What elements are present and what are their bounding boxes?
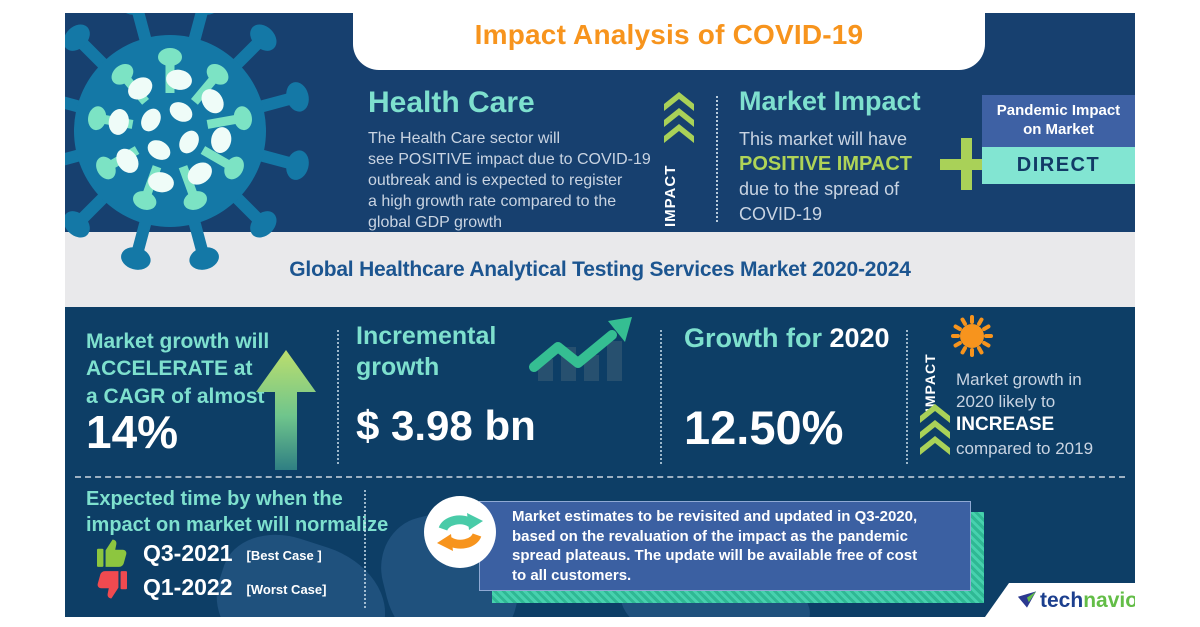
best-case-label: [Best Case ] xyxy=(246,547,322,563)
chevrons-up-icon xyxy=(664,92,694,143)
logo-wedge: technavio ™ xyxy=(985,583,1135,617)
outlook-impact-label: IMPACT xyxy=(922,353,938,412)
growth-2020-value: 12.50% xyxy=(684,401,844,454)
market-title: Global Healthcare Analytical Testing Ser… xyxy=(289,257,911,281)
market-impact-line3: COVID-19 xyxy=(739,203,823,224)
growth-2020-lead: Growth for xyxy=(684,323,822,353)
market-impact-block: Market Impact This market will have POSI… xyxy=(739,86,939,226)
impact-label: IMPACT xyxy=(662,164,679,228)
worst-case-row: Q1-2022 [Worst Case] xyxy=(95,570,326,605)
sector-block: Health Care The Health Care sector will … xyxy=(368,86,663,234)
sector-body: The Health Care sector will see POSITIVE… xyxy=(368,130,651,232)
logo-part1: tech xyxy=(1040,588,1084,612)
header-dotted-divider xyxy=(716,96,718,222)
incremental-value: $ 3.98 bn xyxy=(356,402,536,449)
outlook-text: Market growth in 2020 likely to INCREASE… xyxy=(956,369,1134,460)
badge-title: Pandemic Impact on Market xyxy=(982,95,1135,147)
outlook-line3: compared to 2019 xyxy=(956,438,1094,458)
stats-panel: Market growth will ACCELERATE at a CAGR … xyxy=(65,307,1135,617)
outlook-line2: 2020 likely to xyxy=(956,392,1056,412)
logo-part2: navio xyxy=(1083,588,1139,612)
badge-value: DIRECT xyxy=(982,146,1135,184)
logo-trademark: ™ xyxy=(1141,588,1150,598)
pandemic-impact-badge: Pandemic Impact on Market DIRECT xyxy=(982,95,1135,184)
sector-heading: Health Care xyxy=(368,86,535,119)
outlook-line1: Market growth in xyxy=(956,370,1082,389)
worst-case-label: [Worst Case] xyxy=(246,582,327,597)
market-impact-heading: Market Impact xyxy=(739,86,921,116)
thumbs-down-icon xyxy=(97,571,127,599)
trend-up-icon xyxy=(528,317,636,386)
worst-case-value: Q1-2022 xyxy=(143,574,233,600)
chevrons-up-icon xyxy=(920,404,950,461)
market-title-band: Global Healthcare Analytical Testing Ser… xyxy=(65,232,1135,307)
update-note-text: Market estimates to be revisited and upd… xyxy=(512,508,918,584)
growth-2020-year: 2020 xyxy=(829,323,890,353)
dotted-divider xyxy=(364,490,366,608)
technavio-logo: technavio ™ xyxy=(1017,588,1150,612)
best-case-value: Q3-2021 xyxy=(143,539,233,566)
page-title: Impact Analysis of COVID-19 xyxy=(474,19,864,50)
cagr-lead: Market growth will ACCELERATE at a CAGR … xyxy=(86,330,270,408)
refresh-icon xyxy=(423,495,497,574)
best-case-row: Q3-2021 [Best Case ] xyxy=(95,538,322,568)
up-arrow-icon xyxy=(256,350,316,475)
growth-2020-heading: Growth for 2020 xyxy=(684,323,890,354)
cagr-value: 14% xyxy=(86,406,179,458)
outlook-highlight: INCREASE xyxy=(956,414,1055,436)
update-note-box: Market estimates to be revisited and upd… xyxy=(479,501,971,591)
normalize-heading: Expected time by when the impact on mark… xyxy=(86,488,389,536)
thumbs-up-icon xyxy=(97,539,127,567)
virus-sun-icon xyxy=(950,314,994,363)
incremental-lead: Incremental growth xyxy=(356,322,497,382)
dashed-divider xyxy=(75,476,1125,478)
title-box: Impact Analysis of COVID-19 xyxy=(353,0,985,70)
dotted-divider xyxy=(660,330,662,464)
market-impact-line1: This market will have xyxy=(739,129,908,149)
market-impact-line2: due to the spread of xyxy=(739,179,900,200)
market-impact-highlight: POSITIVE IMPACT xyxy=(739,153,912,176)
dotted-divider xyxy=(337,330,339,464)
coronavirus-illustration xyxy=(65,13,309,270)
technavio-arrow-icon xyxy=(1017,590,1037,608)
dotted-divider xyxy=(906,330,908,464)
impact-indicator: IMPACT xyxy=(662,92,696,237)
plus-icon xyxy=(936,134,996,199)
